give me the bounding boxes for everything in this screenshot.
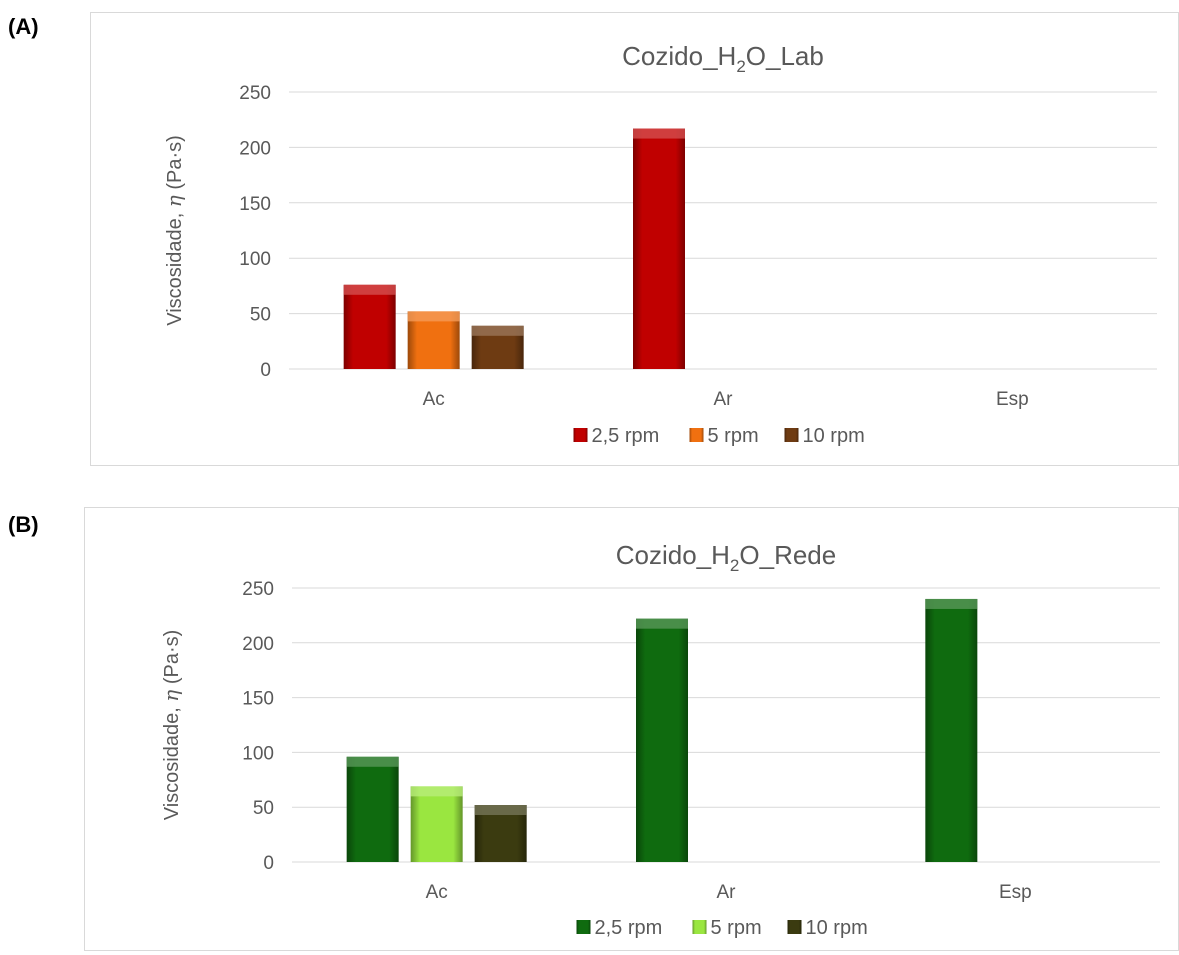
y-tick-label: 200 [239,138,271,159]
bar-highlight [925,598,978,609]
bar-highlight [636,618,688,629]
legend-label: 10 rpm [803,425,865,447]
y-tick-label: 150 [242,689,274,710]
y-tick-label: 100 [242,743,274,764]
category-label: Esp [996,389,1029,410]
legend-label: 5 rpm [711,917,762,939]
y-tick-label: 100 [239,249,271,270]
bar-highlight [407,311,460,322]
bar-highlight [471,325,524,336]
y-tick-label: 50 [250,305,271,326]
bar-highlight [410,786,463,797]
panel-b-label: (B) [8,512,39,537]
legend-label: 2,5 rpm [595,917,663,939]
bar [346,756,399,862]
category-label: Ar [717,882,737,903]
bar-highlight [633,128,685,139]
y-tick-label: 200 [242,634,274,655]
legend-label: 10 rpm [806,917,868,939]
y-tick-label: 0 [263,853,274,874]
legend-swatch [573,428,588,442]
chart-b-box: Cozido_H2O_Rede Viscosidade, η (Pa·s) 0 50 1… [84,507,1179,951]
legend-label: 2,5 rpm [592,425,660,447]
y-tick-label: 250 [242,579,274,600]
legend-swatch [692,920,707,934]
panel-a-label: (A) [8,14,39,39]
y-axis-label: Viscosidade, η (Pa·s) [159,630,183,821]
bar-highlight [346,756,399,767]
category-label: Ac [423,389,445,410]
legend-swatch [784,428,799,442]
category-label: Ar [714,389,734,410]
chart-title: Cozido_H2O_Lab [622,41,824,76]
legend-swatch [576,920,591,934]
chart-title: Cozido_H2O_Rede [616,540,836,575]
y-axis-label: Viscosidade, η (Pa·s) [162,135,186,326]
bar-highlight [343,284,396,295]
chart-a: Cozido_H2O_Lab Viscosidade, η (Pa·s) 0 50 10… [162,41,1157,447]
bar-highlight [474,805,527,816]
bar [633,128,685,369]
category-label: Ac [426,882,448,903]
bar [343,284,396,369]
bar [410,786,463,862]
chart-a-box: Cozido_H2O_Lab Viscosidade, η (Pa·s) 0 50 10… [90,12,1179,466]
y-tick-label: 50 [253,798,274,819]
category-label: Esp [999,882,1032,903]
y-tick-label: 250 [239,83,271,104]
legend-swatch [689,428,704,442]
legend-swatch [787,920,802,934]
bar [636,618,688,862]
y-tick-label: 150 [239,194,271,215]
legend-label: 5 rpm [708,425,759,447]
y-tick-label: 0 [260,360,271,381]
bar [925,598,978,862]
chart-b: Cozido_H2O_Rede Viscosidade, η (Pa·s) 0 50 1… [159,540,1160,939]
